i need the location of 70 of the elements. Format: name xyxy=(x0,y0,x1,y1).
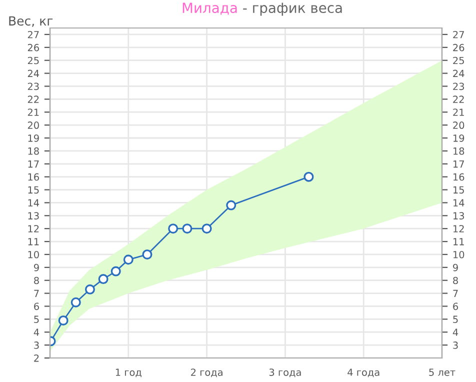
x-tick-label: 2 года xyxy=(191,368,222,378)
y2-tick-label: 4 xyxy=(452,328,458,336)
y2-tick-label: 25 xyxy=(453,56,464,64)
y-tick-label: 24 xyxy=(28,70,40,77)
y2-tick-label: 17 xyxy=(453,160,464,168)
y-tick-label: 18 xyxy=(28,147,39,155)
point xyxy=(226,200,236,210)
y-tick-label: 5 xyxy=(34,316,39,324)
y-tick-label: 16 xyxy=(28,173,39,181)
y-tick-label: 25 xyxy=(28,56,39,64)
y2-tick-label: 22 xyxy=(453,96,464,103)
y2-tick-label: 9 xyxy=(453,264,458,272)
y2-tick-label: 6 xyxy=(453,302,458,310)
point xyxy=(123,254,134,265)
y2-tick-label: 21 xyxy=(453,108,464,116)
y-tick-label: 9 xyxy=(34,264,39,272)
point xyxy=(110,266,121,276)
y2-tick-label: 3 xyxy=(453,342,458,349)
y-tick-label: 8 xyxy=(34,276,39,284)
y-tick-label: 11 xyxy=(28,238,39,246)
y-tick-label: 2 xyxy=(34,354,39,362)
point xyxy=(168,224,178,234)
y-tick-label: 19 xyxy=(28,134,39,142)
y-tick-label: 13 xyxy=(28,212,39,220)
y2-tick-label: 27 xyxy=(453,30,464,38)
y-tick-label: 10 xyxy=(28,250,39,258)
y2-tick-label: 16 xyxy=(453,173,464,181)
x-tick-label: 5 лет xyxy=(429,368,456,376)
y2-tick-label: 26 xyxy=(453,44,464,52)
y2-tick-label: 5 xyxy=(453,316,458,324)
y-tick-label: 21 xyxy=(28,108,39,116)
y2-tick-label: 7 xyxy=(453,290,458,297)
y-tick-label: 7 xyxy=(34,290,39,297)
x-tick-label: 4 года xyxy=(348,368,380,378)
y-tick-label: 22 xyxy=(28,96,39,103)
y-tick-label: 20 xyxy=(28,122,39,129)
y-tick-label: 4 xyxy=(34,328,40,336)
y2-tick-label: 20 xyxy=(453,122,464,129)
y-tick-label: 3 xyxy=(34,342,39,349)
y2-tick-label: 13 xyxy=(453,212,464,220)
y2-tick-label: 11 xyxy=(453,238,464,246)
y2-tick-label: 10 xyxy=(453,250,464,258)
y2-tick-label: 14 xyxy=(453,199,464,206)
y2-tick-label: 12 xyxy=(453,225,464,232)
y-tick-label: 17 xyxy=(28,160,39,168)
y2-tick-label: 23 xyxy=(453,82,464,90)
y-tick-label: 27 xyxy=(28,30,39,38)
point xyxy=(182,224,192,234)
y2-tick-label: 19 xyxy=(453,134,464,142)
chart-title: Милада - график веса xyxy=(182,2,342,16)
point xyxy=(304,172,314,182)
x-tick-label: 3 года xyxy=(269,368,301,378)
y-tick-label: 26 xyxy=(28,44,39,52)
y2-tick-label: 24 xyxy=(453,70,464,77)
point xyxy=(58,315,68,326)
point xyxy=(84,284,95,294)
x-tick-label: 1 год xyxy=(116,368,142,378)
y2-tick-label: 15 xyxy=(453,186,464,194)
y-tick-label: 15 xyxy=(28,186,39,194)
y-axis-title: Вес, кг xyxy=(9,16,53,27)
point xyxy=(98,274,108,284)
y-tick-label: 12 xyxy=(28,225,39,232)
y2-tick-label: 8 xyxy=(453,276,458,284)
y-tick-label: 14 xyxy=(28,199,40,206)
y2-tick-label: 18 xyxy=(453,147,464,155)
point xyxy=(202,224,212,234)
point xyxy=(142,249,152,260)
point xyxy=(70,297,81,308)
y-tick-label: 6 xyxy=(34,302,39,310)
y-tick-label: 23 xyxy=(28,82,39,90)
